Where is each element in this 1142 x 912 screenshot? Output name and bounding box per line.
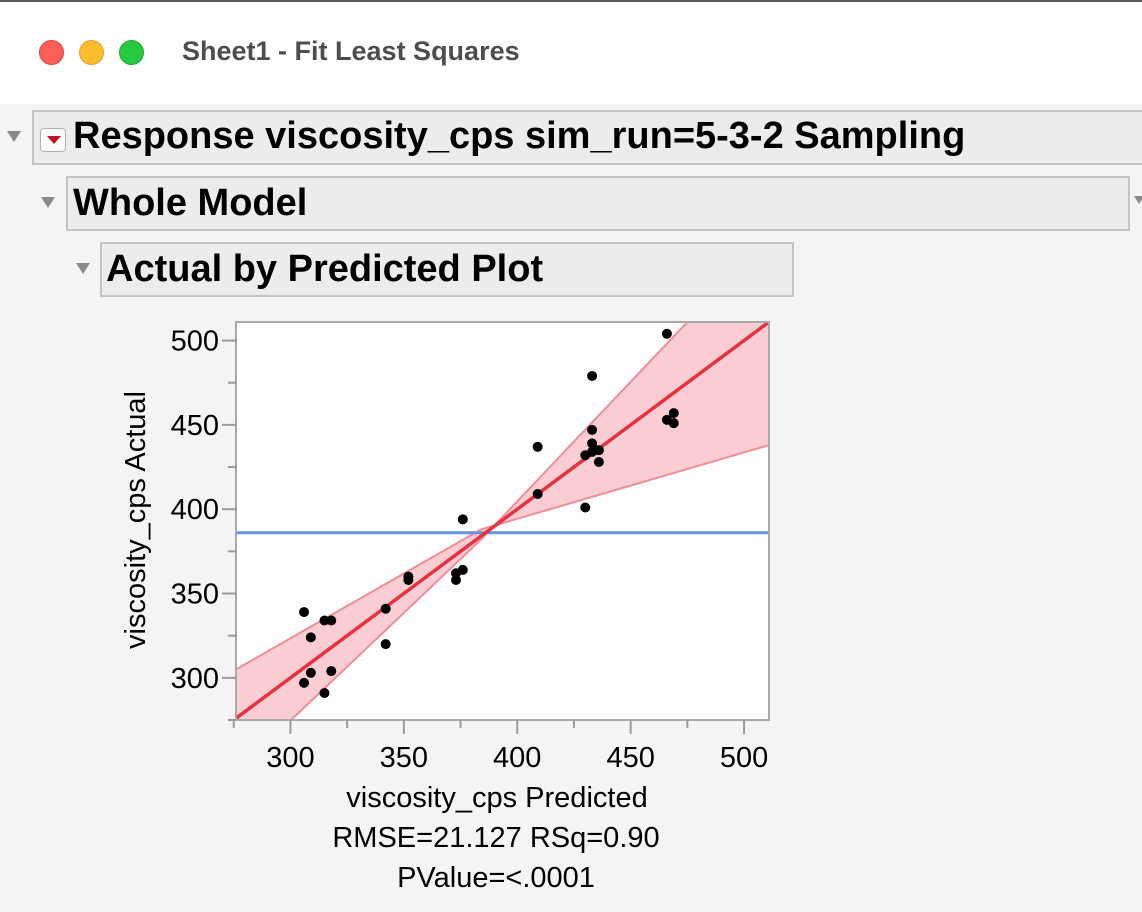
window-top-border (0, 0, 1142, 2)
disclosure-triangle-response[interactable] (7, 131, 21, 142)
minimize-window-button[interactable] (79, 40, 104, 65)
x-tick-label: 400 (493, 742, 541, 774)
plot-title: Actual by Predicted Plot (106, 248, 544, 290)
plot-outline-header (100, 242, 794, 297)
data-point (580, 502, 591, 513)
data-point (587, 424, 598, 435)
data-point (326, 666, 337, 677)
whole-model-outline-header (66, 176, 1130, 231)
y-tick-label: 450 (171, 410, 219, 442)
data-point (668, 418, 679, 429)
whole-model-title: Whole Model (73, 182, 308, 224)
data-point (305, 667, 316, 678)
data-point (457, 514, 468, 525)
data-point (326, 615, 337, 626)
data-point (587, 438, 598, 449)
fit-line (236, 322, 769, 720)
y-tick-label: 500 (171, 326, 219, 358)
zoom-window-button[interactable] (119, 40, 144, 65)
y-tick-label: 300 (171, 663, 219, 695)
data-point (532, 489, 543, 500)
data-point (299, 607, 310, 618)
data-point (380, 603, 391, 614)
pvalue-text: PValue=<.0001 (397, 862, 595, 894)
plot-frame (235, 321, 770, 721)
data-point (593, 456, 604, 467)
data-point (587, 370, 598, 381)
data-point (319, 688, 330, 699)
window-title: Sheet1 - Fit Least Squares (182, 36, 520, 66)
x-axis-label: viscosity_cps Predicted (346, 782, 647, 814)
x-tick-label: 300 (266, 742, 314, 774)
data-point (380, 639, 391, 650)
confidence-band-lower-edge (289, 322, 689, 720)
red-triangle-menu-icon[interactable] (40, 128, 66, 152)
x-tick-label: 350 (380, 742, 428, 774)
x-axis: 300 350 400 450 500 (232, 720, 768, 774)
disclosure-triangle-whole-model[interactable] (41, 197, 55, 208)
close-window-button[interactable] (39, 40, 64, 65)
x-tick-label: 450 (606, 742, 654, 774)
window-titlebar: Sheet1 - Fit Least Squares (0, 0, 1142, 104)
data-point (451, 575, 462, 586)
disclosure-triangle-plot[interactable] (76, 263, 90, 274)
y-tick-label: 350 (171, 579, 219, 611)
data-point (532, 441, 543, 452)
data-point (457, 564, 468, 575)
data-points (299, 328, 679, 699)
data-point (661, 328, 672, 339)
response-title: Response viscosity_cps sim_run=5-3-2 Sam… (73, 115, 966, 157)
y-tick-label: 400 (171, 494, 219, 526)
response-outline-header (32, 110, 1142, 165)
data-point (668, 408, 679, 419)
data-point (305, 632, 316, 643)
y-axis: 300 350 400 450 500 (171, 326, 236, 721)
whole-model-menu-icon[interactable] (1134, 196, 1142, 204)
confidence-band-upper-edge (236, 444, 769, 671)
rmse-rsq-text: RMSE=21.127 RSq=0.90 (332, 822, 660, 854)
data-point (299, 677, 310, 688)
data-point (403, 575, 414, 586)
data-point (593, 445, 604, 456)
x-tick-label: 500 (720, 742, 768, 774)
y-axis-label: viscosity_cps Actual (120, 391, 152, 649)
